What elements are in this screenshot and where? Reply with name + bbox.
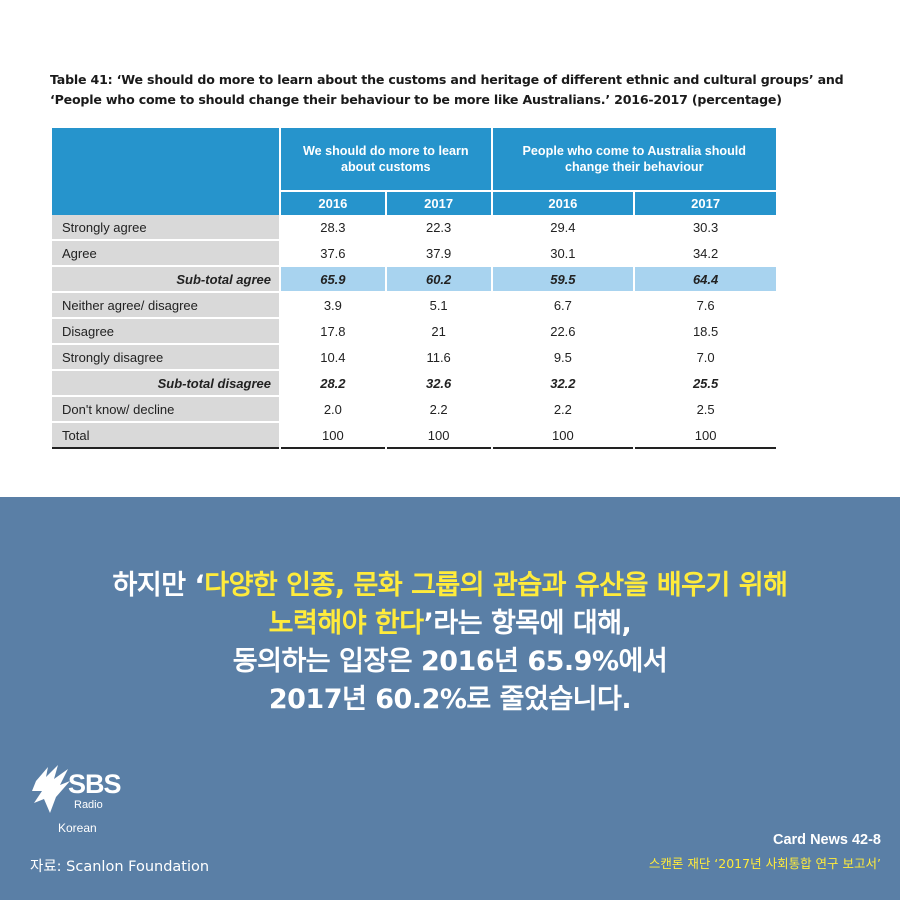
row-label: Sub-total disagree: [52, 371, 279, 397]
message-line-4: 2017년 60.2%로 줄었습니다.: [268, 684, 632, 715]
sbs-radio-logo: SBS Radio Korean: [30, 763, 140, 835]
table-row: Strongly disagree 10.4 11.6 9.5 7.0: [52, 345, 776, 371]
cell-value: 30.3: [635, 215, 776, 241]
cell-value: 10.4: [281, 345, 385, 371]
cell-value: 100: [281, 423, 385, 449]
table-row: Disagree 17.8 21 22.6 18.5: [52, 319, 776, 345]
cell-value: 100: [635, 423, 776, 449]
header-year: 2017: [386, 190, 491, 215]
cell-value: 2.2: [492, 397, 634, 423]
caption-line-1: Table 41: ‘We should do more to learn ab…: [50, 72, 844, 87]
cell-value: 9.5: [492, 345, 634, 371]
cell-value: 60.2: [386, 267, 491, 293]
source-credit: 자료: Scanlon Foundation: [30, 859, 210, 875]
row-label: Strongly agree: [52, 215, 279, 241]
survey-table: We should do more to learn about customs…: [50, 128, 778, 449]
cell-value: 100: [386, 423, 491, 449]
row-label: Disagree: [52, 319, 279, 345]
cell-value: 28.2: [281, 371, 385, 397]
cell-value: 2.2: [386, 397, 491, 423]
message-line-1: 하지만 ‘다양한 인종, 문화 그룹의 관습과 유산을 배우기 위해: [0, 567, 900, 605]
subtotal-disagree-row: Sub-total disagree 28.2 32.6 32.2 25.5: [52, 371, 776, 397]
summary-message: 하지만 ‘다양한 인종, 문화 그룹의 관습과 유산을 배우기 위해 노력해야 …: [0, 567, 900, 719]
caption-line-2: ‘People who come to should change their …: [50, 92, 782, 107]
header-group-learn-customs: We should do more to learn about customs: [281, 128, 491, 190]
cell-value: 32.2: [492, 371, 634, 397]
sbs-wave-icon: [32, 765, 70, 813]
cell-value: 22.6: [492, 319, 634, 345]
table-caption: Table 41: ‘We should do more to learn ab…: [50, 70, 880, 110]
cell-value: 5.1: [386, 293, 491, 319]
total-row: Total 100 100 100 100: [52, 423, 776, 449]
cell-value: 37.6: [281, 241, 385, 267]
cell-value: 29.4: [492, 215, 634, 241]
table-row: Agree 37.6 37.9 30.1 34.2: [52, 241, 776, 267]
cell-value: 100: [492, 423, 634, 449]
cell-value: 32.6: [386, 371, 491, 397]
cell-value: 18.5: [635, 319, 776, 345]
cell-value: 7.6: [635, 293, 776, 319]
cell-value: 2.0: [281, 397, 385, 423]
cell-value: 28.3: [281, 215, 385, 241]
logo-subtext: Radio: [74, 799, 103, 811]
cell-value: 2.5: [635, 397, 776, 423]
row-label: Total: [52, 423, 279, 449]
table-section: Table 41: ‘We should do more to learn ab…: [50, 70, 880, 449]
summary-panel: 하지만 ‘다양한 인종, 문화 그룹의 관습과 유산을 배우기 위해 노력해야 …: [0, 497, 900, 900]
cell-value: 3.9: [281, 293, 385, 319]
row-label: Agree: [52, 241, 279, 267]
cell-value: 6.7: [492, 293, 634, 319]
row-label: Don't know/ decline: [52, 397, 279, 423]
message-highlight: 다양한 인종, 문화 그룹의 관습과 유산을 배우기 위해: [204, 570, 788, 601]
header-year: 2017: [635, 190, 776, 215]
subtotal-agree-row: Sub-total agree 65.9 60.2 59.5 64.4: [52, 267, 776, 293]
cell-value: 34.2: [635, 241, 776, 267]
logo-text: SBS: [68, 769, 122, 799]
card-news-number: Card News 42-8: [773, 832, 881, 848]
cell-value: 30.1: [492, 241, 634, 267]
cell-value: 7.0: [635, 345, 776, 371]
cell-value: 11.6: [386, 345, 491, 371]
message-line-2: 노력해야 한다’라는 항목에 대해,: [0, 605, 900, 643]
table-row: Strongly agree 28.3 22.3 29.4 30.3: [52, 215, 776, 241]
row-label: Sub-total agree: [52, 267, 279, 293]
cell-value: 25.5: [635, 371, 776, 397]
table-row: Neither agree/ disagree 3.9 5.1 6.7 7.6: [52, 293, 776, 319]
header-year: 2016: [281, 190, 385, 215]
cell-value: 64.4: [635, 267, 776, 293]
cell-value: 65.9: [281, 267, 385, 293]
cell-value: 59.5: [492, 267, 634, 293]
message-highlight: 노력해야 한다: [268, 608, 424, 639]
row-label: Neither agree/ disagree: [52, 293, 279, 319]
cell-value: 17.8: [281, 319, 385, 345]
report-title: 스캔론 재단 ‘2017년 사회통합 연구 보고서’: [648, 856, 881, 871]
logo-language: Korean: [58, 821, 97, 835]
header-year: 2016: [492, 190, 634, 215]
cell-value: 21: [386, 319, 491, 345]
message-line-3: 동의하는 입장은 2016년 65.9%에서: [232, 646, 668, 677]
header-group-change-behaviour: People who come to Australia should chan…: [492, 128, 776, 190]
message-text: ’라는 항목에 대해,: [423, 608, 632, 639]
cell-value: 22.3: [386, 215, 491, 241]
header-blank-cell: [52, 128, 279, 215]
table-row: Don't know/ decline 2.0 2.2 2.2 2.5: [52, 397, 776, 423]
row-label: Strongly disagree: [52, 345, 279, 371]
message-text: 하지만 ‘: [112, 570, 205, 601]
cell-value: 37.9: [386, 241, 491, 267]
